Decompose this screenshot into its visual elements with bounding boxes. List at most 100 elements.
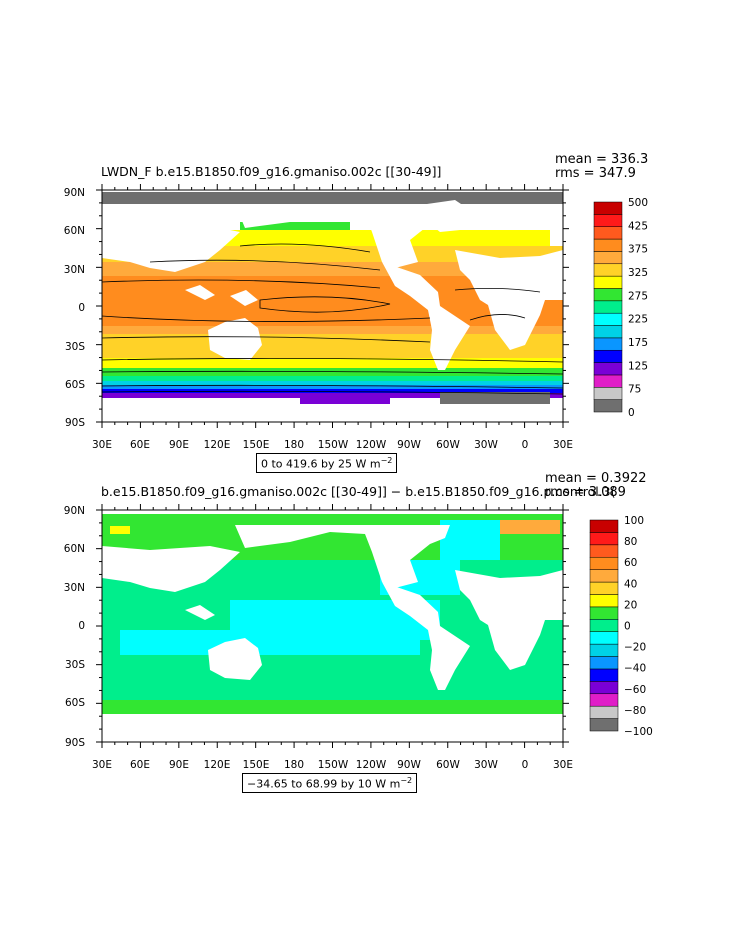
p1-lat-label: 30S <box>65 341 85 353</box>
antarctic-sea-ice <box>440 392 550 406</box>
colorbar-swatch <box>589 681 619 695</box>
colorbar-swatch <box>589 693 619 707</box>
p2-lat-label: 30N <box>64 582 85 594</box>
colorbar-label: −80 <box>624 705 646 717</box>
p1-lon-label: 60W <box>436 439 460 451</box>
p1-lon-label: 30E <box>92 439 112 451</box>
panel2-title: b.e15.B1850.f09_g16.gmaniso.002c [[30-49… <box>101 484 616 499</box>
p2-lon-label: 30W <box>474 759 498 771</box>
colorbar-label: −40 <box>624 663 646 675</box>
colorbar-swatch <box>593 325 623 339</box>
arctic-sea-ice <box>102 192 563 204</box>
colorbar-swatch <box>589 581 619 595</box>
colorbar-swatch <box>593 337 623 351</box>
colorbar-label: 500 <box>628 197 648 209</box>
p2-lat-label: 60S <box>65 697 85 709</box>
panel1-contour-info: 0 to 419.6 by 25 W m−2 <box>256 453 398 473</box>
p2-lon-label: 180 <box>284 759 304 771</box>
contour-lines <box>102 243 563 395</box>
colorbar-swatch <box>589 656 619 670</box>
p2-lon-label: 60E <box>130 759 150 771</box>
colorbar-swatch <box>593 275 623 289</box>
colorbar-swatch <box>589 594 619 608</box>
panel1-rms: rms = 347.9 <box>555 166 636 181</box>
colorbar-swatch <box>589 606 619 620</box>
colorbar-swatch <box>589 705 619 719</box>
colorbar-label: 40 <box>624 578 637 590</box>
p1-lon-label: 30W <box>474 439 498 451</box>
panel2-colorbar: −100 −80 −60 −40 −20 0 20 40 60 80 100 <box>589 515 653 738</box>
p2-lat-label: 0 <box>78 620 85 632</box>
colorbar-label: 375 <box>628 244 648 256</box>
p1-lat-label: 90S <box>65 417 85 429</box>
colorbar-swatch <box>593 226 623 240</box>
colorbar-swatch <box>593 312 623 326</box>
p2-lat-label: 90S <box>65 737 85 749</box>
p2-lon-label: 120W <box>356 759 387 771</box>
panel1-title: LWDN_F b.e15.B1850.f09_g16.gmaniso.002c … <box>101 164 442 179</box>
p2-lon-label: 0 <box>522 759 529 771</box>
panel2-contour-info-text: −34.65 to 68.99 by 10 W m <box>247 777 401 791</box>
colorbar-label: 0 <box>628 407 635 419</box>
colorbar-swatch <box>593 288 623 302</box>
colorbar-swatch <box>593 201 623 215</box>
colorbar-label: 125 <box>628 360 648 372</box>
colorbar-swatch <box>593 214 623 227</box>
colorbar-swatch <box>593 300 623 314</box>
p1-lon-label: 180 <box>284 439 304 451</box>
p2-lon-label: 30E <box>553 759 573 771</box>
p2-lat-label: 90N <box>64 505 85 517</box>
p1-lat-label: 90N <box>64 187 85 199</box>
colorbar-swatch <box>589 718 619 732</box>
colorbar-label: 60 <box>624 557 637 569</box>
colorbar-swatch <box>589 544 619 558</box>
colorbar-swatch <box>593 349 623 363</box>
p1-lon-label: 150E <box>243 439 270 451</box>
colorbar-label: 325 <box>628 267 648 279</box>
p2-lon-label: 60W <box>436 759 460 771</box>
p1-lon-label: 60E <box>130 439 150 451</box>
colorbar-swatch <box>589 631 619 645</box>
colorbar-swatch <box>589 668 619 682</box>
panel1-mean: mean = 336.3 <box>555 152 649 167</box>
colorbar-label: 100 <box>624 515 644 527</box>
p1-lon-label: 120W <box>356 439 387 451</box>
colorbar-swatch <box>589 569 619 583</box>
colorbar-swatch <box>589 532 619 546</box>
p1-lon-label: 120E <box>204 439 231 451</box>
colorbar-swatch <box>593 263 623 277</box>
colorbar-swatch <box>593 374 623 388</box>
panel1-unit-exponent: −2 <box>380 456 393 465</box>
p2-lon-label: 120E <box>204 759 231 771</box>
colorbar-label: 175 <box>628 337 648 349</box>
p2-lon-label: 30E <box>92 759 112 771</box>
colorbar-label: 425 <box>628 220 648 232</box>
arctic-positive-anomaly <box>500 520 560 534</box>
p2-lon-label: 90E <box>169 759 189 771</box>
colorbar-label: −60 <box>624 684 646 696</box>
panel2-unit-exponent: −2 <box>400 776 413 785</box>
colorbar-swatch <box>589 556 619 570</box>
colorbar-swatch <box>589 619 619 632</box>
p1-lat-label: 30N <box>64 264 85 276</box>
p2-lon-label: 150W <box>318 759 349 771</box>
colorbar-swatch <box>593 251 623 265</box>
colorbar-swatch <box>589 519 619 533</box>
p1-lat-label: 60S <box>65 379 85 391</box>
p1-lon-label: 0 <box>522 439 529 451</box>
colorbar-label: 225 <box>628 314 648 326</box>
panel2-map: 90N 60N 30N 0 30S 60S 90S 30E 60E 90E 12… <box>64 505 573 771</box>
colorbar-label: 0 <box>624 621 631 633</box>
p2-lat-label: 30S <box>65 659 85 671</box>
colorbar-label: −100 <box>624 726 653 738</box>
p1-lon-label: 150W <box>318 439 349 451</box>
panel2-mean: mean = 0.3922 <box>545 471 647 486</box>
colorbar-swatch <box>593 238 623 252</box>
panel2-contour-info: −34.65 to 68.99 by 10 W m−2 <box>242 773 418 793</box>
colorbar-label: −20 <box>624 642 646 654</box>
colorbar-swatch <box>593 399 623 413</box>
colorbar-label: 20 <box>624 599 637 611</box>
p1-lon-label: 90E <box>169 439 189 451</box>
panel1-colorbar: 0 75 125 175 225 275 325 375 425 500 <box>593 197 648 419</box>
